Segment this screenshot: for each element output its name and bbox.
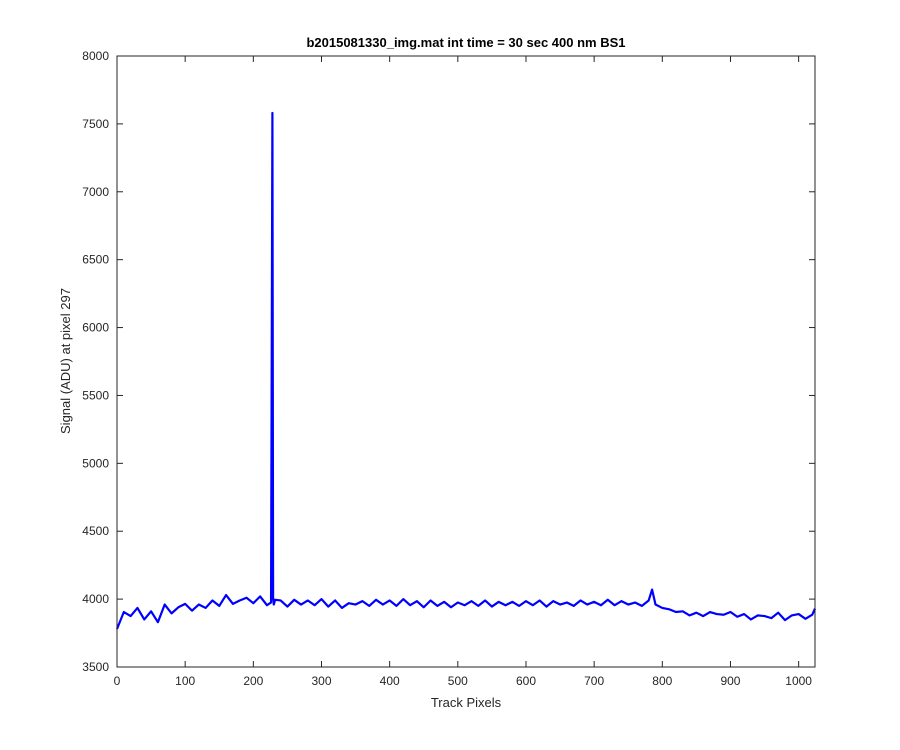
x-tick-label: 400 <box>380 674 400 688</box>
y-tick-label: 4000 <box>82 592 109 606</box>
y-tick-label: 3500 <box>82 660 109 674</box>
y-tick-label: 7500 <box>82 117 109 131</box>
y-tick-label: 4500 <box>82 524 109 538</box>
y-tick-label: 8000 <box>82 49 109 63</box>
x-tick-label: 200 <box>243 674 263 688</box>
x-tick-label: 600 <box>516 674 536 688</box>
x-axis: 0 100 200 300 400 500 600 700 800 900 1000 <box>114 56 812 688</box>
y-tick-label: 7000 <box>82 185 109 199</box>
y-axis-label: Signal (ADU) at pixel 297 <box>58 288 73 434</box>
x-tick-label: 700 <box>584 674 604 688</box>
y-tick-label: 6500 <box>82 253 109 267</box>
x-tick-label: 300 <box>311 674 331 688</box>
plot-frame <box>116 55 816 668</box>
y-tick-label: 6000 <box>82 321 109 335</box>
x-tick-label: 1000 <box>785 674 812 688</box>
x-tick-label: 0 <box>114 674 121 688</box>
y-tick-label: 5500 <box>82 388 109 402</box>
x-axis-label: Track Pixels <box>431 695 502 710</box>
x-tick-label: 900 <box>720 674 740 688</box>
x-tick-label: 500 <box>448 674 468 688</box>
y-tick-label: 5000 <box>82 456 109 470</box>
x-tick-label: 100 <box>175 674 195 688</box>
series-line <box>115 111 817 630</box>
y-axis: 3500 4000 4500 5000 5500 6000 6500 7000 7500 8000 <box>82 49 815 674</box>
x-tick-label: 800 <box>652 674 672 688</box>
chart-title: b2015081330_img.mat int time = 30 sec 40… <box>306 35 625 50</box>
